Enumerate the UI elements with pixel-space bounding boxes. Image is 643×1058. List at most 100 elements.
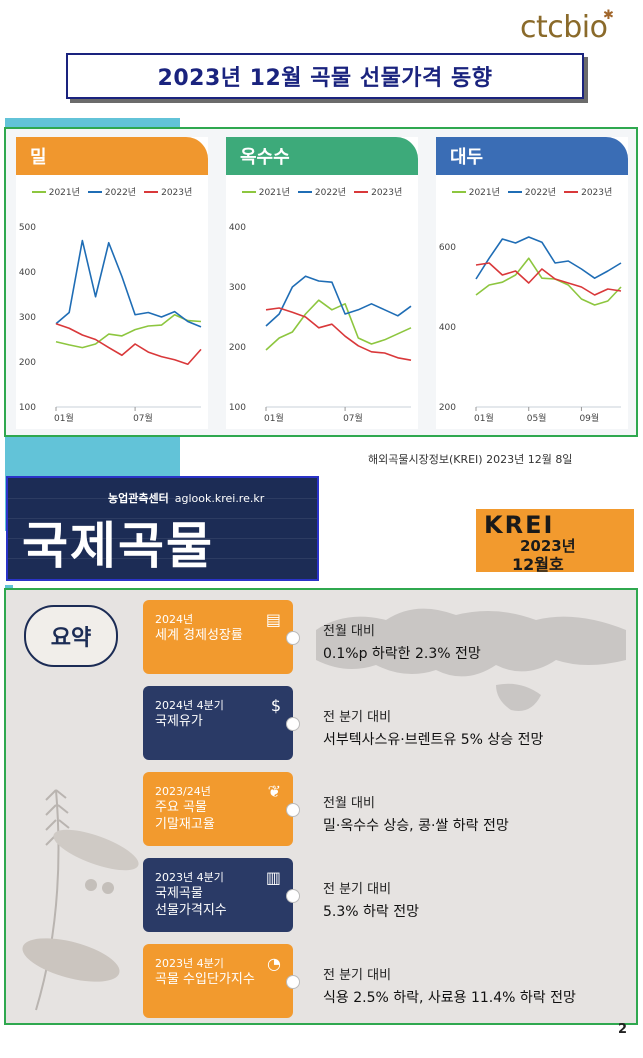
legend-item: 2021년	[31, 185, 80, 198]
item-period: 2023/24년	[155, 785, 211, 798]
chart-panel-soybean: 대두 2021년 2022년 2023년 200 400 600 01월 05월 09월	[436, 137, 628, 429]
y-tick-label: 200	[229, 343, 246, 353]
page-title: 2023년 12월 곡물 선물가격 동향	[157, 66, 493, 91]
connector-dot	[286, 631, 300, 645]
x-tick-label: 01월	[264, 412, 284, 424]
ctcbio-logo: ctcbio	[520, 10, 608, 45]
source-citation: 해외곡물시장정보(KREI) 2023년 12월 8일	[368, 453, 573, 466]
international-grain-banner: 농업관측센터 aglook.krei.re.kr 국제곡물	[6, 476, 319, 581]
connector-dot	[286, 889, 300, 903]
connector-dot	[286, 803, 300, 817]
legend-item: 2023년	[354, 185, 402, 198]
item-title: 선물가격지수	[155, 903, 227, 918]
legend-item: 2023년	[564, 185, 612, 198]
summary-item-oil-price: 2024년 4분기 국제유가 $	[143, 686, 300, 760]
oil-price-icon: $	[270, 696, 281, 715]
page-number: 2	[618, 1022, 628, 1037]
summary-item-economic-growth: 2024년 세계 경제성장률 ▤	[143, 600, 300, 674]
pie-chart-icon: ◔	[267, 954, 281, 973]
banner-subtitle: 농업관측센터 aglook.krei.re.kr	[108, 492, 265, 505]
summary-label: 요약	[24, 605, 118, 667]
connector-dot	[286, 717, 300, 731]
connector-dot	[286, 975, 300, 989]
y-tick-label: 500	[19, 223, 36, 233]
series-line-2022	[55, 239, 202, 328]
summary-desc: 전 분기 대비 식용 2.5% 하락, 사료용 11.4% 하락 전망	[323, 968, 576, 1006]
legend-item: 2021년	[241, 185, 290, 198]
series-line-2021	[265, 299, 412, 351]
krei-logo: KREI	[484, 511, 555, 539]
legend-item: 2021년	[451, 185, 500, 198]
title-box: 2023년 12월 곡물 선물가격 동향	[66, 53, 584, 99]
legend-item: 2022년	[87, 185, 136, 198]
summary-item-futures-index: 2023년 4분기 국제곡물 선물가격지수 ▥	[143, 858, 300, 932]
item-period: 2023년 4분기	[155, 871, 224, 884]
logo-star-icon: ✱	[603, 8, 614, 23]
summary-desc: 전 분기 대비 5.3% 하락 전망	[323, 882, 419, 920]
legend-item: 2022년	[297, 185, 346, 198]
item-title: 주요 곡물	[155, 800, 207, 815]
summary-item-import-price-index: 2023년 4분기 곡물 수입단가지수 ◔	[143, 944, 300, 1018]
series-line-2023	[265, 307, 412, 361]
x-tick-label: 01월	[54, 412, 74, 424]
x-tick-label: 01월	[474, 412, 494, 424]
decor-strip	[5, 118, 180, 128]
krei-badge: KREI 2023년 12월호	[476, 509, 634, 574]
series-line-2021	[475, 257, 622, 306]
y-tick-label: 400	[439, 323, 456, 333]
banner-title: 국제곡물	[22, 517, 214, 575]
item-period: 2024년 4분기	[155, 699, 224, 712]
summary-item-stock-ratio: 2023/24년 주요 곡물 기말재고율 ❦	[143, 772, 300, 846]
chart-name: 대두	[450, 147, 484, 168]
chart-name: 밀	[30, 147, 47, 168]
chart-header: 옥수수	[226, 137, 418, 175]
y-tick-label: 100	[229, 403, 246, 413]
chart-name: 옥수수	[240, 147, 290, 168]
chart-panel-corn: 옥수수 2021년 2022년 2023년 100 200 300 400 01월 07월	[226, 137, 418, 429]
item-title: 기말재고율	[155, 817, 215, 832]
x-tick-label: 05월	[527, 412, 547, 424]
summary-desc: 전월 대비 밀·옥수수 상승, 콩·쌀 하락 전망	[323, 796, 509, 834]
line-chart-soybean: 200 400 600 01월 05월 09월	[439, 236, 622, 424]
summary-desc: 전 분기 대비 서부텍사스유·브렌트유 5% 상승 전망	[323, 710, 544, 748]
y-tick-label: 600	[439, 243, 456, 253]
item-period: 2024년	[155, 613, 194, 626]
x-tick-label: 07월	[133, 412, 153, 424]
series-line-2023	[55, 322, 202, 366]
krei-issue: 12월호	[512, 555, 564, 574]
x-tick-label: 07월	[343, 412, 363, 424]
y-tick-label: 300	[19, 313, 36, 323]
chart-panel-wheat: 밀 2021년 2022년 2023년 100 200 300 400 500 01월 07…	[16, 137, 208, 429]
bar-chart-icon: ▥	[265, 868, 281, 887]
document-chart-icon: ▤	[265, 610, 281, 629]
line-chart-wheat: 100 200 300 400 500 01월 07월	[19, 223, 202, 424]
summary-desc: 전월 대비 0.1%p 하락한 2.3% 전망	[323, 624, 481, 662]
series-line-2023	[475, 262, 622, 296]
series-line-2022	[265, 275, 412, 327]
line-chart-corn: 100 200 300 400 01월 07월	[229, 223, 412, 424]
world-map-background	[316, 608, 626, 711]
charts-frame: 밀 2021년 2022년 2023년 100 200 300 400 500 01월 07…	[4, 127, 638, 437]
series-line-2021	[55, 313, 202, 349]
x-tick-label: 09월	[579, 412, 599, 424]
krei-year: 2023년	[520, 537, 576, 555]
y-tick-label: 300	[229, 283, 246, 293]
chart-legend: 2021년 2022년 2023년	[16, 185, 208, 198]
y-tick-label: 400	[229, 223, 246, 233]
chart-header: 대두	[436, 137, 628, 175]
y-tick-label: 400	[19, 268, 36, 278]
legend-item: 2022년	[507, 185, 556, 198]
summary-frame: 요약 2024년 세계 경제성장률 ▤ 전월 대비 0.1%p 하락한 2.3%…	[4, 588, 638, 1025]
y-tick-label: 200	[439, 403, 456, 413]
grain-illustration	[22, 789, 139, 1011]
chart-header: 밀	[16, 137, 208, 175]
series-line-2022	[475, 236, 622, 280]
item-period: 2023년 4분기	[155, 957, 224, 970]
beans-icon: ❦	[267, 782, 281, 801]
item-title: 국제유가	[155, 714, 203, 729]
y-tick-label: 200	[19, 358, 36, 368]
item-title: 곡물 수입단가지수	[155, 972, 255, 987]
y-tick-label: 100	[19, 403, 36, 413]
item-title: 국제곡물	[155, 886, 203, 901]
chart-legend: 2021년 2022년 2023년	[436, 185, 628, 198]
